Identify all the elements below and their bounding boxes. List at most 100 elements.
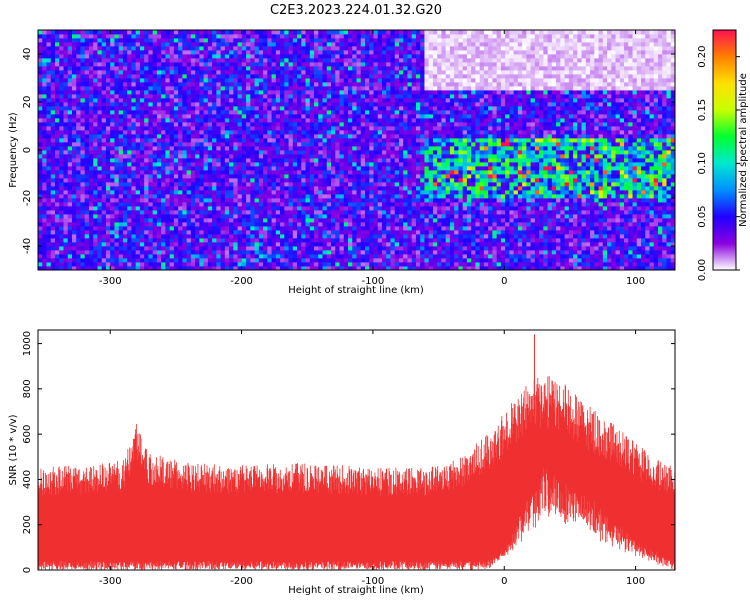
heatmap-cell (369, 114, 374, 119)
heatmap-cell (360, 266, 366, 271)
heatmap-cell (356, 262, 362, 267)
heatmap-cell (195, 154, 200, 159)
heatmap-cell (339, 198, 345, 203)
heatmap-cell (318, 134, 323, 139)
heatmap-cell (169, 234, 175, 239)
heatmap-cell (301, 170, 306, 175)
heatmap-cell (54, 234, 60, 239)
heatmap-cell (246, 150, 251, 155)
heatmap-cell (118, 258, 124, 263)
heatmap-cell (250, 94, 255, 99)
heatmap-cell (280, 66, 285, 71)
heatmap-cell (42, 226, 47, 231)
heatmap-cell (156, 102, 162, 107)
heatmap-cell (59, 198, 64, 203)
heatmap-cell (114, 38, 120, 43)
heatmap-cell (386, 146, 391, 151)
heatmap-cell (76, 78, 81, 83)
heatmap-cell (127, 230, 132, 235)
heatmap-cell (386, 106, 391, 111)
heatmap-cell (148, 170, 154, 175)
heatmap-cell (165, 82, 171, 87)
heatmap-cell (309, 206, 315, 211)
heatmap-cell (233, 126, 238, 131)
heatmap-cell (101, 146, 107, 151)
heatmap-cell (322, 138, 328, 143)
heatmap-cell (105, 114, 111, 119)
heatmap-cell (101, 154, 107, 159)
heatmap-cell (144, 134, 149, 139)
heatmap-cell (38, 118, 43, 123)
heatmap-cell (373, 150, 379, 155)
heatmap-cell (322, 134, 328, 139)
heatmap-cell (190, 202, 196, 207)
heatmap-cell (173, 142, 179, 147)
heatmap-cell (364, 178, 370, 183)
heatmap-cell (275, 242, 281, 247)
heatmap-cell (254, 238, 260, 243)
heatmap-cell (377, 122, 383, 127)
heatmap-cell (148, 242, 154, 247)
heatmap-cell (305, 130, 311, 135)
heatmap-cell (131, 266, 137, 271)
heatmap-cell (165, 30, 171, 35)
heatmap-cell (331, 122, 336, 127)
heatmap-cell (381, 34, 387, 39)
heatmap-cell (71, 38, 77, 43)
heatmap-cell (199, 74, 205, 79)
heatmap-cell (173, 126, 179, 131)
heatmap-cell (220, 34, 226, 39)
heatmap-cell (50, 214, 56, 219)
heatmap-cell (220, 130, 226, 135)
heatmap-cell (364, 110, 370, 115)
heatmap-cell (110, 98, 115, 103)
heatmap-cell (182, 62, 188, 67)
heatmap-cell (173, 110, 179, 115)
heatmap-cell (373, 254, 379, 259)
heatmap-cell (118, 214, 124, 219)
heatmap-cell (224, 166, 230, 171)
heatmap-cell (280, 254, 285, 259)
heatmap-cell (233, 238, 238, 243)
heatmap-cell (322, 250, 328, 255)
heatmap-cell (280, 222, 285, 227)
heatmap-cell (93, 234, 98, 239)
heatmap-cell (97, 78, 103, 83)
heatmap-cell (80, 202, 86, 207)
heatmap-cell (348, 142, 353, 147)
heatmap-cell (67, 198, 73, 203)
heatmap-cell (377, 234, 383, 239)
heatmap-cell (59, 170, 64, 175)
heatmap-cell (76, 178, 81, 183)
heatmap-cell (88, 98, 94, 103)
heatmap-cell (135, 146, 141, 151)
heatmap-cell (139, 210, 145, 215)
heatmap-cell (288, 186, 294, 191)
heatmap-cell (127, 190, 132, 195)
heatmap-cell (190, 142, 196, 147)
heatmap-cell (186, 142, 192, 147)
heatmap-cell (292, 246, 298, 251)
heatmap-cell (377, 118, 383, 123)
heatmap-cell (343, 258, 349, 263)
heatmap-cell (173, 222, 179, 227)
heatmap-cell (369, 38, 374, 43)
heatmap-cell (233, 178, 238, 183)
heatmap-cell (348, 58, 353, 63)
heatmap-cell (229, 194, 234, 199)
heatmap-cell (364, 266, 370, 271)
heatmap-cell (331, 178, 336, 183)
heatmap-cell (63, 174, 69, 179)
heatmap-cell (173, 102, 179, 107)
heatmap-cell (386, 42, 391, 47)
heatmap-cell (288, 254, 294, 259)
heatmap-cell (271, 242, 277, 247)
heatmap-cell (118, 110, 124, 115)
heatmap-cell (348, 66, 353, 71)
heatmap-cell (50, 246, 56, 251)
heatmap-cell (114, 138, 120, 143)
heatmap-cell (161, 202, 166, 207)
heatmap-cell (110, 230, 115, 235)
heatmap-cell (169, 226, 175, 231)
heatmap-cell (280, 62, 285, 67)
